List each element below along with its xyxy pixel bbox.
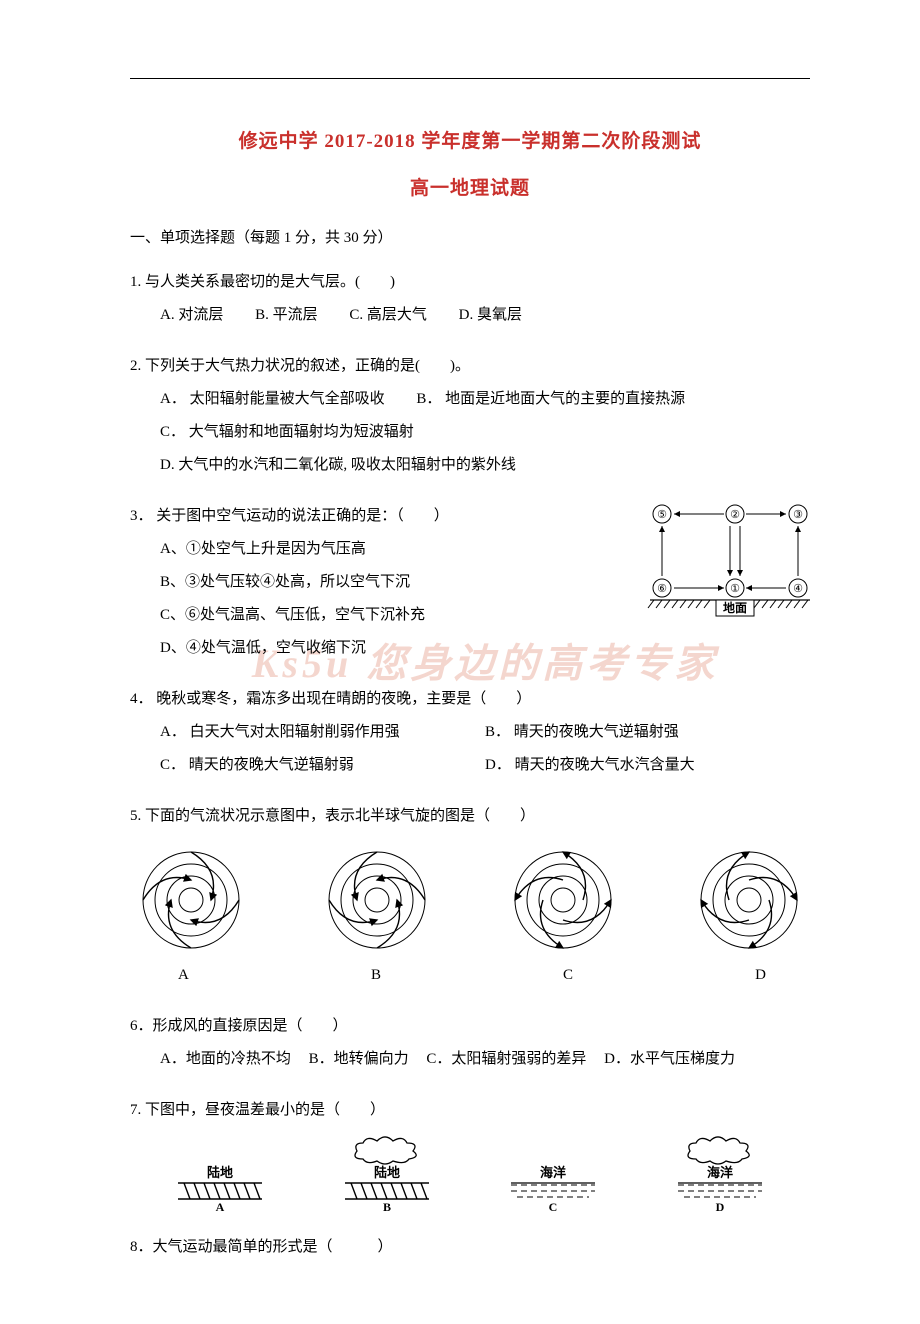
q5-figures (130, 845, 810, 955)
svg-text:海洋: 海洋 (707, 1165, 733, 1180)
q5-label-a: A (178, 959, 189, 992)
q6-opt-d: D．水平气压梯度力 (604, 1043, 735, 1076)
q3-figure: ⑤ ② ③ ⑥ ① ④ (640, 500, 810, 626)
svg-text:陆地: 陆地 (374, 1165, 400, 1180)
q7-stem: 7. 下图中，昼夜温差最小的是（ ） (130, 1094, 810, 1127)
exam-title-line1: 修远中学 2017-2018 学年度第一学期第二次阶段测试 (130, 128, 810, 157)
q2-options: A． 太阳辐射能量被大气全部吸收 B． 地面是近地面大气的主要的直接热源 C． … (130, 383, 810, 482)
question-5: 5. 下面的气流状况示意图中，表示北半球气旋的图是（ ） (130, 800, 810, 992)
svg-text:⑤: ⑤ (657, 509, 667, 521)
q1-opt-c: C. 高层大气 (349, 299, 427, 332)
q6-options: A．地面的冷热不均 B．地转偏向力 C．太阳辐射强弱的差异 D．水平气压梯度力 (130, 1043, 810, 1076)
header-rule (130, 78, 810, 79)
svg-text:地面: 地面 (723, 600, 747, 615)
q4-opt-d: D． 晴天的夜晚大气水汽含量大 (485, 749, 695, 782)
q2-opt-c: C． 大气辐射和地面辐射均为短波辐射 (160, 416, 810, 449)
q7-figures: 陆地 A 陆地 (130, 1133, 810, 1213)
surface-b: 陆地 B (327, 1133, 447, 1213)
question-3: ⑤ ② ③ ⑥ ① ④ (130, 500, 810, 665)
q5-labels: A B C D (130, 959, 810, 992)
section-heading: 一、单项选择题（每题 1 分，共 30 分） (130, 227, 810, 250)
question-7: 7. 下图中，昼夜温差最小的是（ ） 陆地 A 陆地 (130, 1094, 810, 1213)
q1-options: A. 对流层 B. 平流层 C. 高层大气 D. 臭氧层 (130, 299, 810, 332)
q1-stem: 1. 与人类关系最密切的是大气层。( ) (130, 266, 810, 299)
cyclone-b (322, 845, 432, 955)
circulation-diagram: ⑤ ② ③ ⑥ ① ④ (640, 500, 810, 626)
surface-d: 海洋 D (660, 1133, 780, 1213)
cyclone-c (508, 845, 618, 955)
q5-stem: 5. 下面的气流状况示意图中，表示北半球气旋的图是（ ） (130, 800, 810, 833)
q2-stem: 2. 下列关于大气热力状况的叙述，正确的是( )。 (130, 350, 810, 383)
q6-opt-b: B．地转偏向力 (309, 1043, 409, 1076)
q6-opt-a: A．地面的冷热不均 (160, 1043, 291, 1076)
surface-c: 海洋 C (493, 1133, 613, 1213)
svg-text:①: ① (730, 583, 740, 595)
cyclone-d (694, 845, 804, 955)
question-4: 4． 晚秋或寒冬，霜冻多出现在晴朗的夜晚，主要是（ ） A． 白天大气对太阳辐射… (130, 683, 810, 782)
q2-opt-b: B． 地面是近地面大气的主要的直接热源 (416, 383, 685, 416)
q4-opt-c: C． 晴天的夜晚大气逆辐射弱 (160, 749, 485, 782)
q4-stem: 4． 晚秋或寒冬，霜冻多出现在晴朗的夜晚，主要是（ ） (130, 683, 810, 716)
q1-opt-d: D. 臭氧层 (459, 299, 522, 332)
q1-opt-a: A. 对流层 (160, 299, 223, 332)
q3-opt-d: D、④处气温低，空气收缩下沉 (160, 632, 810, 665)
q5-label-d: D (755, 959, 766, 992)
svg-text:⑥: ⑥ (657, 583, 667, 595)
q6-opt-c: C．太阳辐射强弱的差异 (426, 1043, 586, 1076)
svg-text:A: A (216, 1200, 225, 1213)
page-content: 修远中学 2017-2018 学年度第一学期第二次阶段测试 高一地理试题 一、单… (130, 128, 810, 1264)
svg-text:②: ② (730, 509, 740, 521)
q2-opt-d: D. 大气中的水汽和二氧化碳, 吸收太阳辐射中的紫外线 (160, 449, 810, 482)
question-1: 1. 与人类关系最密切的是大气层。( ) A. 对流层 B. 平流层 C. 高层… (130, 266, 810, 332)
svg-text:③: ③ (793, 509, 803, 521)
q5-label-b: B (371, 959, 381, 992)
q5-label-c: C (563, 959, 573, 992)
svg-text:B: B (383, 1200, 391, 1213)
q1-opt-b: B. 平流层 (255, 299, 318, 332)
q4-opt-a: A． 白天大气对太阳辐射削弱作用强 (160, 716, 485, 749)
svg-text:海洋: 海洋 (540, 1165, 566, 1180)
surface-a: 陆地 A (160, 1133, 280, 1213)
q8-stem: 8．大气运动最简单的形式是（ ） (130, 1231, 810, 1264)
q6-stem: 6．形成风的直接原因是（ ） (130, 1010, 810, 1043)
q4-opt-b: B． 晴天的夜晚大气逆辐射强 (485, 716, 679, 749)
svg-text:④: ④ (793, 583, 803, 595)
svg-text:C: C (549, 1200, 558, 1213)
svg-text:D: D (716, 1200, 725, 1213)
q4-options: A． 白天大气对太阳辐射削弱作用强 B． 晴天的夜晚大气逆辐射强 C． 晴天的夜… (130, 716, 810, 782)
svg-text:陆地: 陆地 (207, 1165, 233, 1180)
cyclone-a (136, 845, 246, 955)
exam-title-line2: 高一地理试题 (130, 175, 810, 204)
question-2: 2. 下列关于大气热力状况的叙述，正确的是( )。 A． 太阳辐射能量被大气全部… (130, 350, 810, 482)
question-8: 8．大气运动最简单的形式是（ ） (130, 1231, 810, 1264)
question-6: 6．形成风的直接原因是（ ） A．地面的冷热不均 B．地转偏向力 C．太阳辐射强… (130, 1010, 810, 1076)
q2-opt-a: A． 太阳辐射能量被大气全部吸收 (160, 383, 385, 416)
